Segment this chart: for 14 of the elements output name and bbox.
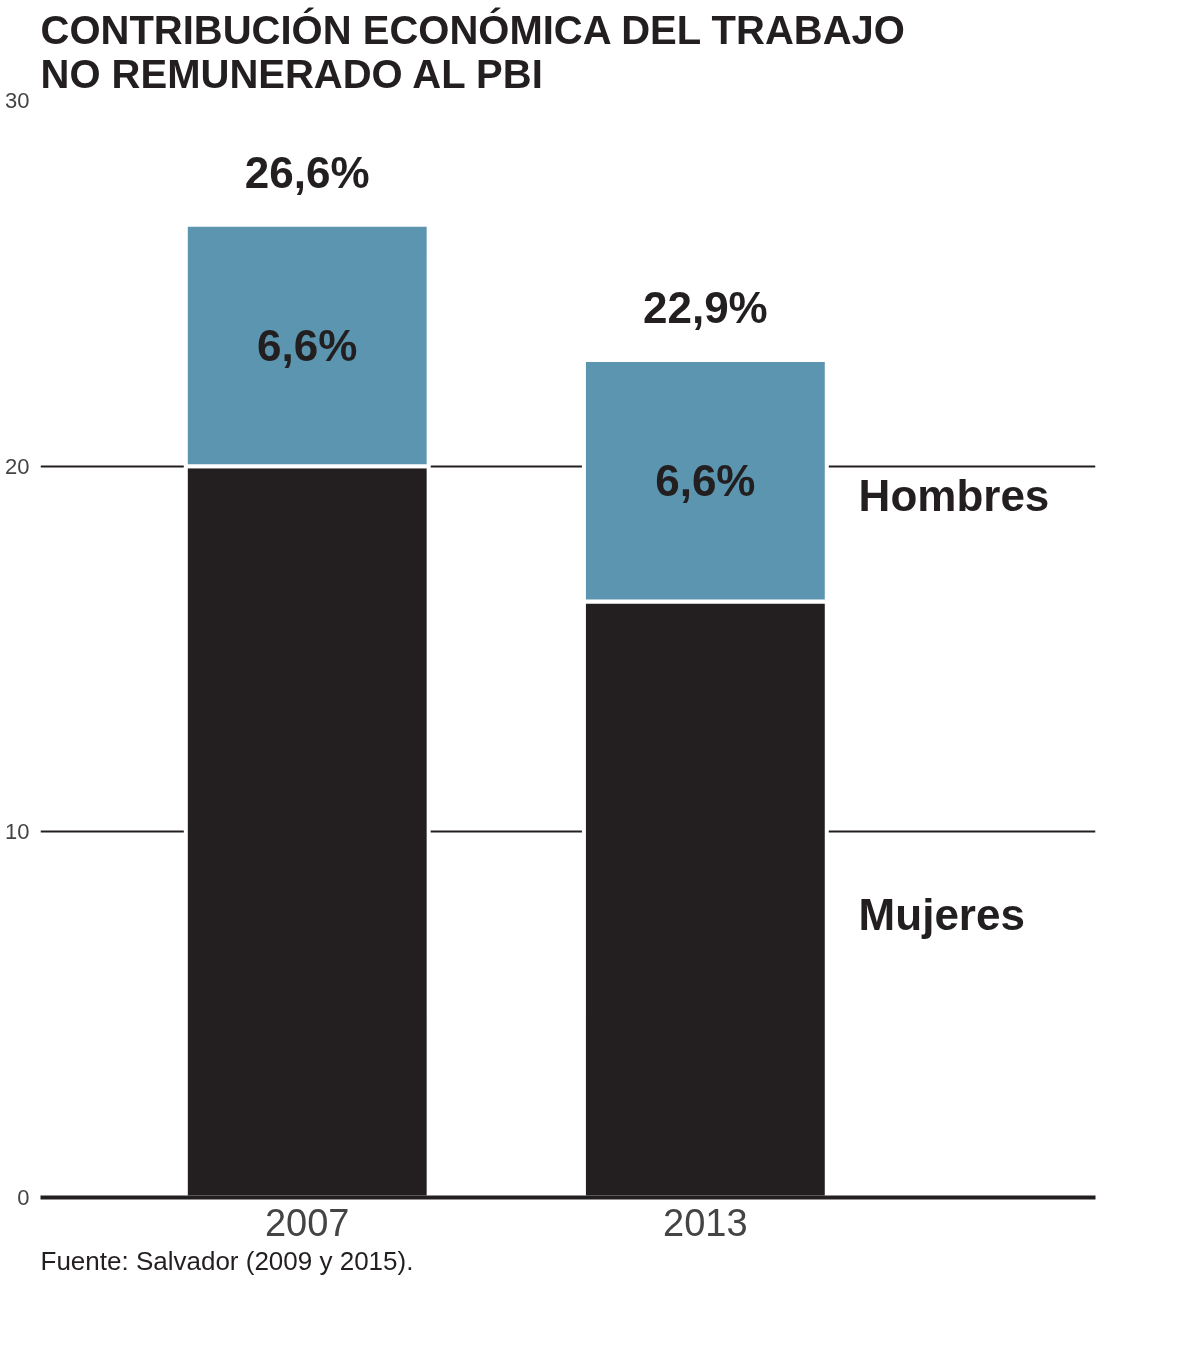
total-label: 22,9% bbox=[642, 283, 768, 333]
series-label: Mujeres bbox=[858, 889, 1025, 939]
y-tick-label: 20 bbox=[5, 453, 30, 479]
chart-title: CONTRIBUCIÓN ECONÓMICA DEL TRABAJO NO REMUNERADO AL PBI bbox=[40, 6, 905, 96]
total-label: 26,6% bbox=[244, 147, 370, 197]
x-tick-label: 2007 bbox=[264, 1201, 350, 1244]
y-tick-label: 0 bbox=[17, 1185, 30, 1210]
source-note: Fuente: Salvador (2009 y 2015). bbox=[40, 1245, 414, 1276]
data-label: 6,6% bbox=[655, 456, 756, 506]
series-label: Hombres bbox=[858, 470, 1050, 520]
data-label: 6,6% bbox=[257, 321, 358, 370]
x-tick-label: 2013 bbox=[663, 1201, 748, 1244]
y-tick-label: 30 bbox=[5, 88, 30, 113]
y-tick-label: 10 bbox=[5, 819, 30, 845]
